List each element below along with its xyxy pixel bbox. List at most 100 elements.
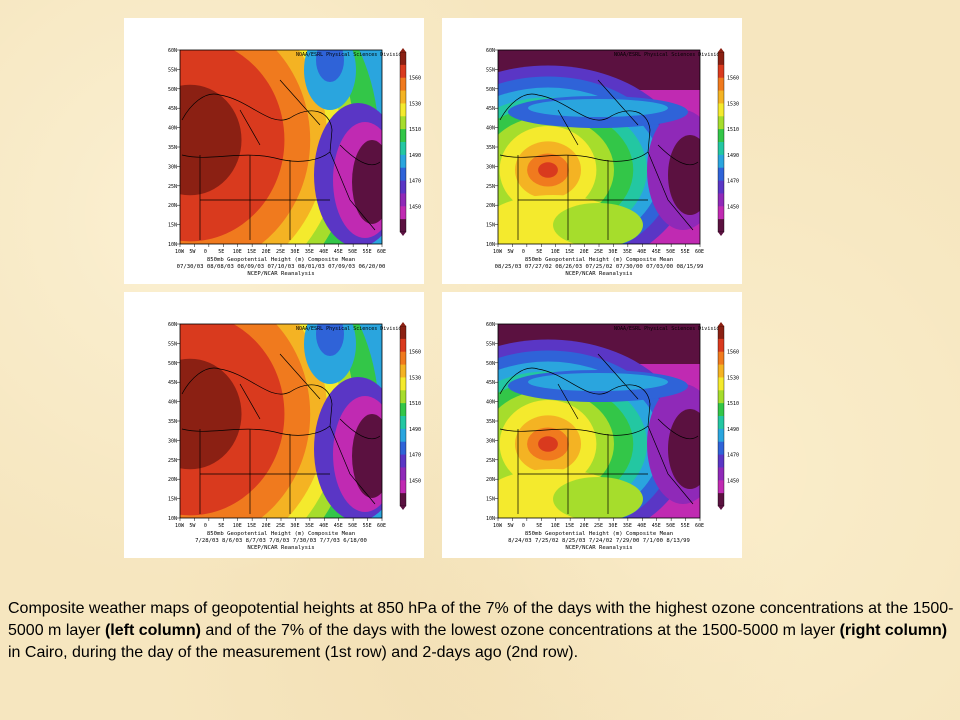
legend-label: 1560 <box>409 350 421 356</box>
contour-field <box>180 50 382 244</box>
legend-label: 1470 <box>409 179 421 185</box>
lon-label: 20E <box>262 249 271 255</box>
legend-swatch <box>718 480 724 494</box>
legend-swatch <box>400 167 406 182</box>
legend-swatch <box>718 364 724 378</box>
lon-label: 0 <box>522 523 525 529</box>
lat-label: 25N <box>168 458 177 464</box>
map-source: NCEP/NCAR Reanalysis <box>247 545 314 551</box>
legend-swatch <box>400 338 406 353</box>
contour-field <box>498 324 700 518</box>
lon-label: 55E <box>363 523 372 529</box>
lat-label: 30N <box>168 164 177 170</box>
map-dates: 7/28/03 8/6/03 8/7/03 7/8/03 7/30/03 7/7… <box>195 538 367 544</box>
legend-label: 1560 <box>409 76 421 82</box>
legend-swatch <box>400 116 406 130</box>
legend-label: 1510 <box>727 127 739 133</box>
legend-swatch <box>718 142 724 156</box>
credit-label: NOAA/ESRL Physical Sciences Division <box>614 326 722 332</box>
lat-label: 15N <box>486 223 495 229</box>
legend-swatch <box>400 351 406 366</box>
lon-label: 40E <box>319 523 328 529</box>
lon-label: 35E <box>305 523 314 529</box>
lat-label: 40N <box>486 400 495 406</box>
lon-label: 30E <box>608 523 617 529</box>
legend-swatch <box>718 467 724 481</box>
legend-swatch <box>400 193 406 207</box>
coastline <box>181 353 381 514</box>
map-panel-low-ozone-2days: 60N 55N 50N 45N 40N 35N 30N 25N 20N 15N 10N 10W 5W 0 5… <box>442 292 742 558</box>
caption-text-1: Composite weather maps of geopotential h… <box>8 600 954 639</box>
map-dates: 07/30/03 08/08/03 08/09/03 07/10/03 08/0… <box>177 264 386 270</box>
lat-label: 55N <box>168 67 177 73</box>
legend-swatch <box>400 52 406 66</box>
lat-label: 20N <box>168 477 177 483</box>
credit-label: NOAA/ESRL Physical Sciences Division <box>296 326 404 332</box>
legend-swatch <box>400 390 406 404</box>
coastline <box>499 353 699 514</box>
lon-label: 10E <box>233 523 242 529</box>
legend-swatch <box>400 129 406 143</box>
legend-label: 1510 <box>409 401 421 407</box>
legend-swatch <box>718 428 724 443</box>
legend-swatch <box>718 90 724 104</box>
legend-swatch <box>400 142 406 156</box>
lon-label: 5E <box>218 523 224 529</box>
map-panel-low-ozone-day0: 60N 55N 50N 45N 40N 35N 30N 25N 20N 15N 10N 10W 5W 0 5… <box>442 18 742 284</box>
credit-label: NOAA/ESRL Physical Sciences Division <box>614 52 722 58</box>
lon-label: 25E <box>276 523 285 529</box>
lat-label: 25N <box>168 184 177 190</box>
legend-swatch <box>400 64 406 79</box>
lat-label: 60N <box>486 322 495 328</box>
legend-swatch <box>400 416 406 430</box>
lon-label: 10W <box>493 523 503 529</box>
lon-label: 20E <box>580 249 589 255</box>
lon-label: 25E <box>594 249 603 255</box>
coastline <box>181 79 381 240</box>
lat-label: 20N <box>486 203 495 209</box>
legend-swatch <box>718 454 724 468</box>
legend-swatch <box>718 493 724 507</box>
lon-label: 15E <box>565 249 574 255</box>
figure-caption: Composite weather maps of geopotential h… <box>8 598 956 664</box>
lon-label: 50E <box>666 249 675 255</box>
legend-swatch <box>718 129 724 143</box>
legend-swatch <box>718 416 724 430</box>
lat-label: 10N <box>486 242 495 248</box>
lon-label: 30E <box>290 523 299 529</box>
legend-swatch <box>400 90 406 104</box>
lon-label: 10E <box>551 249 560 255</box>
lon-label: 55E <box>681 523 690 529</box>
legend-swatch <box>718 206 724 220</box>
map-source: NCEP/NCAR Reanalysis <box>565 545 632 551</box>
legend-swatch <box>718 326 724 340</box>
lat-label: 45N <box>168 380 177 386</box>
lon-label: 35E <box>305 249 314 255</box>
lon-label: 45E <box>334 523 343 529</box>
legend-swatch <box>400 377 406 391</box>
legend-swatch <box>400 154 406 169</box>
lat-label: 45N <box>168 106 177 112</box>
lat-label: 20N <box>168 203 177 209</box>
legend-label: 1530 <box>727 375 739 381</box>
map-panel-high-ozone-day0: 60N 55N 50N 45N 40N 35N 30N 25N 20N 15N 10N 10W 5W 0 5… <box>124 18 424 284</box>
map-dates: 8/24/03 7/25/02 8/25/03 7/24/02 7/29/00 … <box>508 538 690 544</box>
lon-label: 60E <box>377 249 386 255</box>
legend-swatch <box>718 52 724 66</box>
legend-swatch <box>400 219 406 233</box>
lon-label: 5W <box>507 249 514 255</box>
lon-label: 15E <box>565 523 574 529</box>
lat-label: 10N <box>486 516 495 522</box>
map-title: 850mb Geopotential Height (m) Composite … <box>207 257 355 263</box>
legend-swatch <box>400 103 406 117</box>
legend-swatch <box>400 467 406 481</box>
legend-label: 1560 <box>727 76 739 82</box>
legend-swatch <box>718 77 724 92</box>
legend-label: 1450 <box>727 204 739 210</box>
lat-label: 10N <box>168 242 177 248</box>
legend-swatch <box>718 390 724 404</box>
lon-label: 45E <box>652 249 661 255</box>
